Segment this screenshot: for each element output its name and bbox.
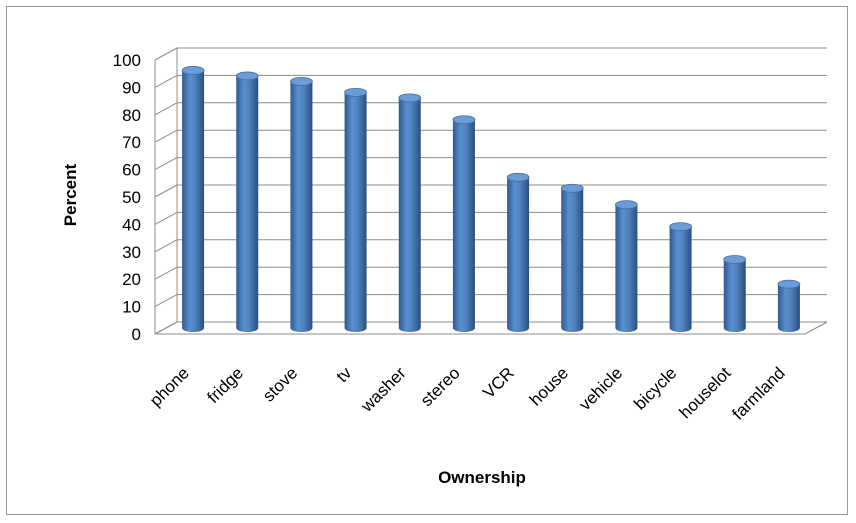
- side-gridline-30: [154, 239, 178, 253]
- side-gridline-40: [154, 211, 178, 225]
- axes: [154, 48, 828, 335]
- bar-top: [777, 279, 801, 289]
- y-tick-label: 60: [122, 161, 141, 180]
- bar-top: [290, 77, 313, 86]
- bar-body: [723, 259, 746, 332]
- y-tick-label: 40: [122, 215, 141, 234]
- bar-top: [615, 200, 638, 210]
- bar-body: [669, 226, 692, 332]
- side-gridline-70: [154, 129, 178, 143]
- y-tick-label: 50: [122, 188, 141, 207]
- bar-vehicle: [615, 200, 638, 332]
- side-gridline-100: [154, 47, 178, 61]
- bar-stereo: [452, 115, 476, 332]
- bar-top: [506, 172, 530, 182]
- x-tick-label-phone: phone: [146, 363, 193, 410]
- bar-phone: [181, 66, 205, 332]
- bar-fridge: [235, 71, 259, 333]
- bar-top: [723, 255, 747, 264]
- bar-washer: [398, 93, 422, 332]
- x-axis-title: Ownership: [438, 468, 526, 487]
- bar-farmland: [777, 279, 801, 332]
- y-tick-label: 20: [122, 270, 141, 289]
- bar-body: [398, 97, 421, 332]
- bar-top: [452, 115, 476, 125]
- side-gridline-90: [154, 74, 178, 88]
- bar-top: [181, 66, 205, 75]
- x-tick-label-VCR: VCR: [479, 363, 518, 402]
- x-tick-label-stove: stove: [259, 363, 301, 405]
- x-tick-label-vehicle: vehicle: [575, 363, 626, 414]
- bar-top: [669, 222, 692, 232]
- y-tick-label: 10: [122, 298, 141, 317]
- x-tick-label-farmland: farmland: [729, 363, 789, 423]
- bar-body: [561, 188, 584, 332]
- y-tick-labels: 0 10 20 30 40 50 60 70 80 90 100: [113, 51, 141, 344]
- bar-top: [235, 71, 259, 81]
- side-gridline-10: [154, 294, 178, 308]
- bar-top: [344, 87, 367, 97]
- bar-tv: [344, 87, 367, 332]
- chart-frame: [6, 6, 848, 515]
- bar-body: [452, 119, 475, 332]
- bar-stove: [290, 77, 313, 333]
- bars: [181, 66, 801, 333]
- bar-body: [615, 204, 638, 332]
- bar-body: [236, 75, 259, 333]
- x-tick-label-washer: washer: [357, 363, 410, 416]
- x-tick-label-fridge: fridge: [204, 363, 248, 407]
- bar-body: [344, 92, 367, 332]
- bar-VCR: [506, 172, 530, 332]
- floor: [154, 321, 828, 335]
- bar-body: [507, 177, 530, 332]
- x-tick-label-bicycle: bicycle: [630, 363, 680, 413]
- x-tick-label-tv: tv: [333, 363, 356, 386]
- y-tick-label: 80: [122, 106, 141, 125]
- y-axis-title: Percent: [61, 163, 80, 226]
- bar-house: [560, 183, 584, 332]
- side-gridline-80: [154, 102, 178, 116]
- x-tick-labels: phone fridge stove tv washer stereo VCR house ve…: [146, 363, 789, 424]
- bar-bicycle: [669, 222, 692, 332]
- x-tick-label-stereo: stereo: [417, 363, 464, 410]
- bar-body: [290, 81, 313, 333]
- side-gridline-20: [154, 266, 178, 280]
- x-tick-label-house: house: [526, 363, 572, 409]
- y-tick-label: 0: [132, 325, 141, 344]
- bar-body: [777, 284, 800, 332]
- side-gridline-60: [154, 157, 178, 171]
- x-tick-label-houselot: houselot: [676, 363, 735, 422]
- y-tick-label: 70: [122, 133, 141, 152]
- bar-houselot: [723, 255, 747, 332]
- y-tick-label: 100: [113, 51, 141, 70]
- y-tick-label: 30: [122, 243, 141, 262]
- bar-body: [182, 70, 205, 332]
- side-gridline-50: [154, 184, 178, 198]
- bar-top: [560, 183, 584, 193]
- bar-top: [398, 93, 422, 103]
- y-tick-label: 90: [122, 78, 141, 97]
